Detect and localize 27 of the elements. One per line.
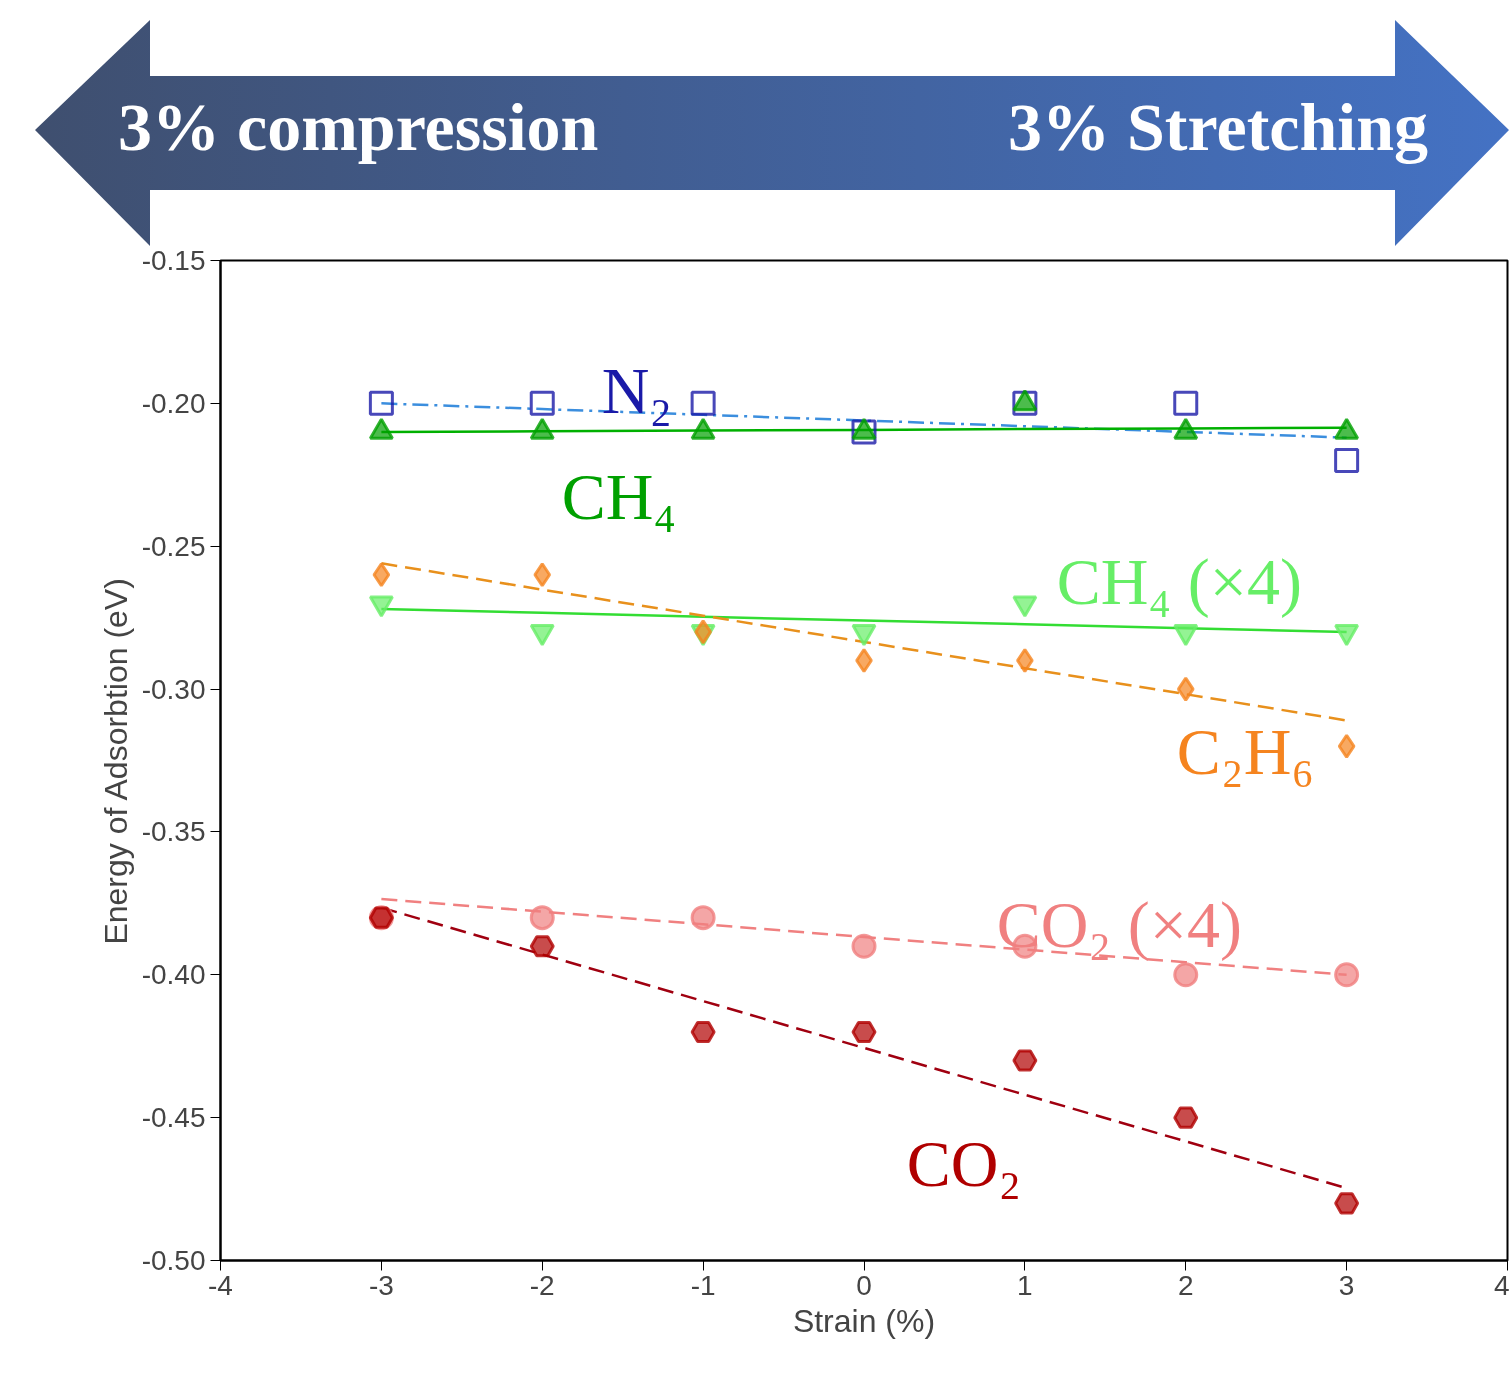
y-axis-title: Energy of Adsorbtion (eV) <box>97 578 134 945</box>
x-tick-label: 3 <box>1338 1269 1355 1301</box>
series-label: CO₂ (×4) <box>996 888 1242 963</box>
x-axis-title: Strain (%) <box>792 1302 936 1339</box>
y-tick-label: -0.50 <box>141 1245 206 1276</box>
y-tick-label: -0.45 <box>141 1102 206 1134</box>
x-tick-label: 2 <box>1177 1269 1194 1301</box>
y-tick-label: -0.35 <box>141 816 206 848</box>
x-tick-label: 0 <box>856 1269 872 1301</box>
text: 3% Stretching <box>1008 89 1428 165</box>
x-tick-label: 4 <box>1493 1269 1509 1301</box>
y-tick-label: -0.25 <box>141 530 206 562</box>
text: 3% compression <box>118 89 599 165</box>
x-tick-label: -4 <box>208 1269 233 1301</box>
x-tick-label: -1 <box>690 1269 716 1301</box>
series-label: CH₄ <box>561 460 677 534</box>
y-tick-label: -0.40 <box>141 959 206 991</box>
x-tick-label: 1 <box>1017 1269 1033 1301</box>
x-tick-label: -3 <box>368 1269 394 1301</box>
y-tick-label: -0.15 <box>141 245 206 276</box>
series-label: N₂ <box>601 354 673 427</box>
y-tick-label: -0.30 <box>141 673 206 705</box>
series-label: C₂H₆ <box>1176 714 1315 788</box>
series-label: CO₂ <box>906 1126 1022 1200</box>
x-tick-label: -2 <box>529 1269 555 1301</box>
series-label: CH₄ (×4) <box>1056 545 1302 620</box>
y-tick-label: -0.20 <box>141 387 206 419</box>
